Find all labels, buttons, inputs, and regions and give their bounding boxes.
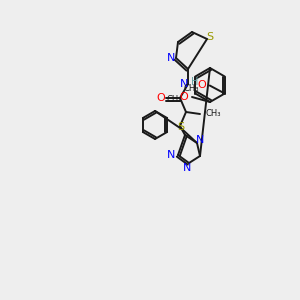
Text: N: N: [167, 53, 175, 63]
Text: S: S: [206, 32, 214, 42]
Text: N: N: [196, 135, 204, 145]
Text: CH₃: CH₃: [184, 84, 200, 93]
Text: CH₃: CH₃: [206, 110, 221, 118]
Text: CH₃: CH₃: [166, 95, 182, 104]
Text: O: O: [197, 80, 206, 91]
Text: O: O: [180, 92, 188, 102]
Text: H: H: [191, 77, 199, 87]
Text: N: N: [183, 163, 191, 173]
Text: O: O: [157, 93, 165, 103]
Text: N: N: [180, 79, 188, 89]
Text: S: S: [177, 122, 184, 132]
Text: N: N: [167, 150, 175, 160]
